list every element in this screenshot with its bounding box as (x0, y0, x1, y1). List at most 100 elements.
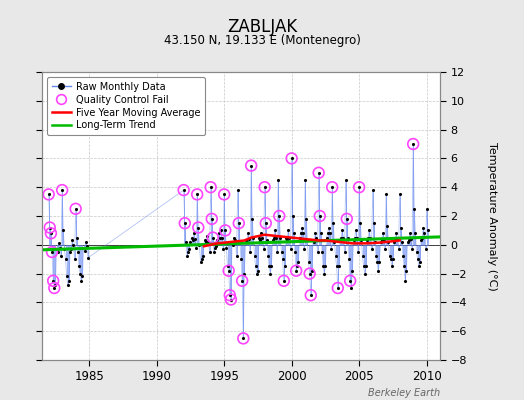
Point (341, 249, 349, 255)
Point (221, 227, 230, 234)
Point (285, 234, 293, 241)
Point (380, 236, 388, 242)
Point (280, 278, 288, 284)
Point (352, 227, 360, 234)
Point (227, 296, 235, 303)
Point (49, 278, 57, 284)
Point (331, 253, 340, 260)
Point (68, 237, 77, 244)
Point (312, 234, 321, 241)
Point (61, 256, 70, 262)
Point (50, 285, 59, 291)
Point (361, 270, 369, 277)
Point (203, 233, 212, 239)
Point (252, 263, 260, 270)
Point (348, 268, 357, 274)
Point (412, 249, 421, 255)
Point (57, 253, 66, 260)
Point (390, 239, 398, 245)
Point (71, 206, 80, 212)
Point (66, 249, 74, 255)
Point (272, 234, 280, 241)
Point (265, 263, 274, 270)
Point (289, 213, 297, 219)
Y-axis label: Temperature Anomaly (°C): Temperature Anomaly (°C) (486, 142, 497, 290)
Point (183, 253, 191, 260)
Point (217, 234, 226, 241)
Point (261, 220, 270, 226)
Point (246, 249, 254, 255)
Point (196, 259, 205, 265)
Point (321, 263, 330, 270)
Point (264, 253, 272, 260)
Point (209, 234, 217, 241)
Point (52, 246, 61, 252)
Point (223, 263, 232, 270)
Point (403, 239, 412, 245)
Point (299, 230, 307, 236)
Point (292, 268, 300, 274)
Point (300, 246, 308, 252)
Point (188, 234, 196, 241)
Point (205, 249, 214, 255)
Point (417, 237, 425, 244)
Point (243, 239, 251, 245)
Point (419, 224, 428, 231)
Point (202, 239, 210, 245)
Point (63, 282, 72, 288)
Point (227, 296, 235, 303)
Point (274, 177, 282, 183)
Point (372, 253, 380, 260)
Point (208, 216, 216, 222)
Point (381, 246, 389, 252)
Point (220, 191, 228, 198)
Point (421, 246, 430, 252)
Point (342, 177, 350, 183)
Point (273, 249, 281, 255)
Point (319, 263, 328, 270)
Point (193, 191, 201, 198)
Point (316, 230, 325, 236)
Point (51, 282, 60, 288)
Point (81, 247, 89, 254)
Point (400, 263, 408, 270)
Point (214, 230, 223, 236)
Point (206, 184, 215, 190)
Point (414, 263, 423, 270)
Point (357, 237, 366, 244)
Point (353, 234, 361, 241)
Point (235, 220, 243, 226)
Point (376, 239, 385, 245)
Point (283, 237, 291, 244)
Point (230, 234, 238, 241)
Point (423, 227, 432, 234)
Point (315, 213, 324, 219)
Point (269, 234, 278, 241)
Point (77, 278, 85, 284)
Point (216, 227, 225, 234)
Point (392, 230, 400, 236)
Point (260, 184, 269, 190)
Point (229, 242, 237, 248)
Point (238, 278, 246, 284)
Point (239, 335, 247, 342)
Point (281, 263, 289, 270)
Point (358, 253, 367, 260)
Point (309, 237, 317, 244)
Point (198, 256, 206, 262)
Point (350, 237, 358, 244)
Point (189, 237, 197, 244)
Point (322, 234, 331, 241)
Point (388, 263, 396, 270)
Point (327, 246, 335, 252)
Point (303, 237, 312, 244)
Point (351, 234, 359, 241)
Point (67, 246, 75, 252)
Point (231, 237, 239, 244)
Point (59, 227, 68, 234)
Point (328, 184, 336, 190)
Point (228, 239, 236, 245)
Point (366, 234, 375, 241)
Point (258, 234, 267, 241)
Point (308, 268, 316, 274)
